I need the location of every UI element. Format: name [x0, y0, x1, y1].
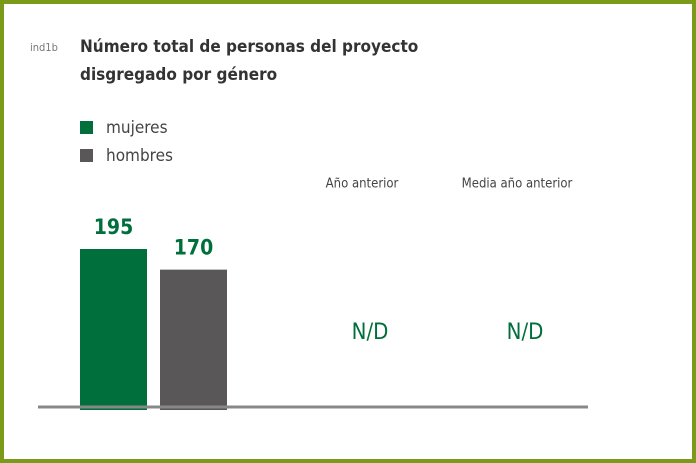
comparison-value: N/D	[507, 320, 544, 345]
comparison-header: Media año anterior	[462, 177, 573, 192]
legend-label: hombres	[106, 146, 173, 166]
indicator-code: ind1b	[30, 41, 58, 54]
value-label: 195	[94, 215, 133, 239]
comparison-header: Año anterior	[326, 177, 399, 192]
legend-swatch	[80, 121, 93, 134]
legend-label: mujeres	[106, 118, 168, 138]
bar	[160, 269, 227, 410]
legend-swatch	[80, 149, 93, 162]
value-label: 170	[174, 236, 213, 260]
bar	[80, 249, 147, 410]
chart-title: Número total de personas del proyecto	[80, 37, 418, 57]
chart-title: disgregado por género	[80, 65, 277, 85]
comparison-value: N/D	[352, 320, 389, 345]
